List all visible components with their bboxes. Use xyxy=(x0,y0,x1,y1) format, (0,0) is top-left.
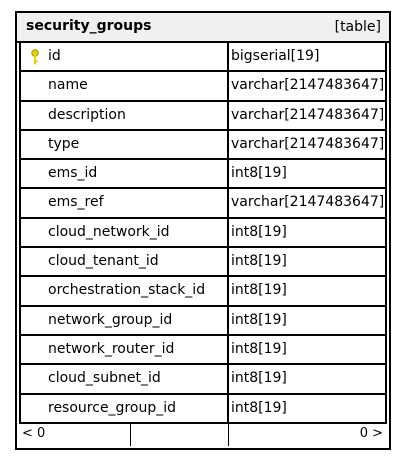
column-row: id bigserial[19] xyxy=(19,43,387,73)
column-type-cell: int8[19] xyxy=(229,277,387,305)
column-row: orchestration_stack_id int8[19] xyxy=(19,277,387,307)
column-type-cell: varchar[2147483647] xyxy=(229,72,387,100)
column-type-cell: int8[19] xyxy=(229,306,387,334)
column-type: varchar[2147483647] xyxy=(231,106,385,123)
entity-header: security_groups [table] xyxy=(17,13,389,43)
column-name: cloud_tenant_id xyxy=(48,253,159,270)
column-name: type xyxy=(48,135,80,152)
column-name-cell: name xyxy=(19,72,229,100)
column-row: resource_group_id int8[19] xyxy=(19,394,387,424)
column-type-cell: varchar[2147483647] xyxy=(229,101,387,129)
column-row: cloud_subnet_id int8[19] xyxy=(19,365,387,395)
column-row: name varchar[2147483647] xyxy=(19,72,387,102)
column-name-cell: type xyxy=(19,130,229,159)
column-name: resource_group_id xyxy=(48,399,176,416)
column-type: varchar[2147483647] xyxy=(231,194,385,211)
footer-right-segment: 0 > xyxy=(229,423,389,446)
entity-name: security_groups xyxy=(26,18,152,34)
column-type: varchar[2147483647] xyxy=(231,77,385,94)
column-row: ems_ref varchar[2147483647] xyxy=(19,189,387,219)
column-type: int8[19] xyxy=(231,311,287,328)
entity-footer: < 0 0 > xyxy=(17,423,389,448)
column-name-cell: network_router_id xyxy=(19,335,229,364)
column-type-cell: varchar[2147483647] xyxy=(229,189,387,217)
column-name: network_router_id xyxy=(48,340,175,357)
scroll-left-control[interactable]: < 0 xyxy=(22,426,46,441)
column-name-cell: ems_ref xyxy=(19,189,229,217)
column-type: int8[19] xyxy=(231,253,287,270)
column-type: int8[19] xyxy=(231,370,287,387)
column-name-cell: id xyxy=(19,43,229,71)
column-row: cloud_network_id int8[19] xyxy=(19,218,387,249)
column-name: cloud_network_id xyxy=(48,223,170,240)
column-name: ems_id xyxy=(48,165,98,182)
column-type: bigserial[19] xyxy=(231,48,320,64)
column-name: network_group_id xyxy=(48,311,173,328)
column-name-cell: cloud_subnet_id xyxy=(19,365,229,393)
column-type-cell: int8[19] xyxy=(229,365,387,393)
column-type: int8[19] xyxy=(231,399,287,416)
column-type: int8[19] xyxy=(231,340,287,357)
column-type: int8[19] xyxy=(231,282,287,299)
column-row: description varchar[2147483647] xyxy=(19,101,387,131)
column-type-cell: int8[19] xyxy=(229,335,387,364)
column-type: varchar[2147483647] xyxy=(231,135,385,152)
column-type-cell: int8[19] xyxy=(229,394,387,422)
footer-left-segment: < 0 xyxy=(17,423,131,446)
column-list: id bigserial[19] name varchar[2147483647] de… xyxy=(19,43,387,424)
column-name-cell: network_group_id xyxy=(19,306,229,334)
column-name-cell: resource_group_id xyxy=(19,394,229,422)
column-row: type varchar[2147483647] xyxy=(19,130,387,161)
column-type-cell: varchar[2147483647] xyxy=(229,130,387,159)
column-name-cell: orchestration_stack_id xyxy=(19,277,229,305)
column-name: name xyxy=(48,77,88,94)
column-row: cloud_tenant_id int8[19] xyxy=(19,248,387,278)
column-type-cell: int8[19] xyxy=(229,248,387,276)
column-type-cell: bigserial[19] xyxy=(229,43,387,71)
column-type-cell: int8[19] xyxy=(229,218,387,247)
column-type: int8[19] xyxy=(231,223,287,240)
column-name-cell: description xyxy=(19,101,229,129)
column-name-cell: cloud_network_id xyxy=(19,218,229,247)
scroll-right-control[interactable]: 0 > xyxy=(359,426,383,441)
column-type: int8[19] xyxy=(231,165,287,182)
column-name: ems_ref xyxy=(48,194,104,211)
entity-kind-label: [table] xyxy=(334,19,381,35)
column-type-cell: int8[19] xyxy=(229,160,387,188)
column-name-cell: ems_id xyxy=(19,160,229,188)
footer-middle-segment xyxy=(131,423,229,446)
column-name-cell: cloud_tenant_id xyxy=(19,248,229,276)
column-row: ems_id int8[19] xyxy=(19,160,387,190)
column-name: id xyxy=(48,48,61,64)
key-icon xyxy=(31,49,39,65)
column-name: orchestration_stack_id xyxy=(48,282,206,299)
column-row: network_router_id int8[19] xyxy=(19,335,387,366)
column-name: description xyxy=(48,106,126,123)
table-entity: security_groups [table] id bigserial[19] n… xyxy=(15,11,391,450)
column-row: network_group_id int8[19] xyxy=(19,306,387,336)
column-name: cloud_subnet_id xyxy=(48,370,161,387)
